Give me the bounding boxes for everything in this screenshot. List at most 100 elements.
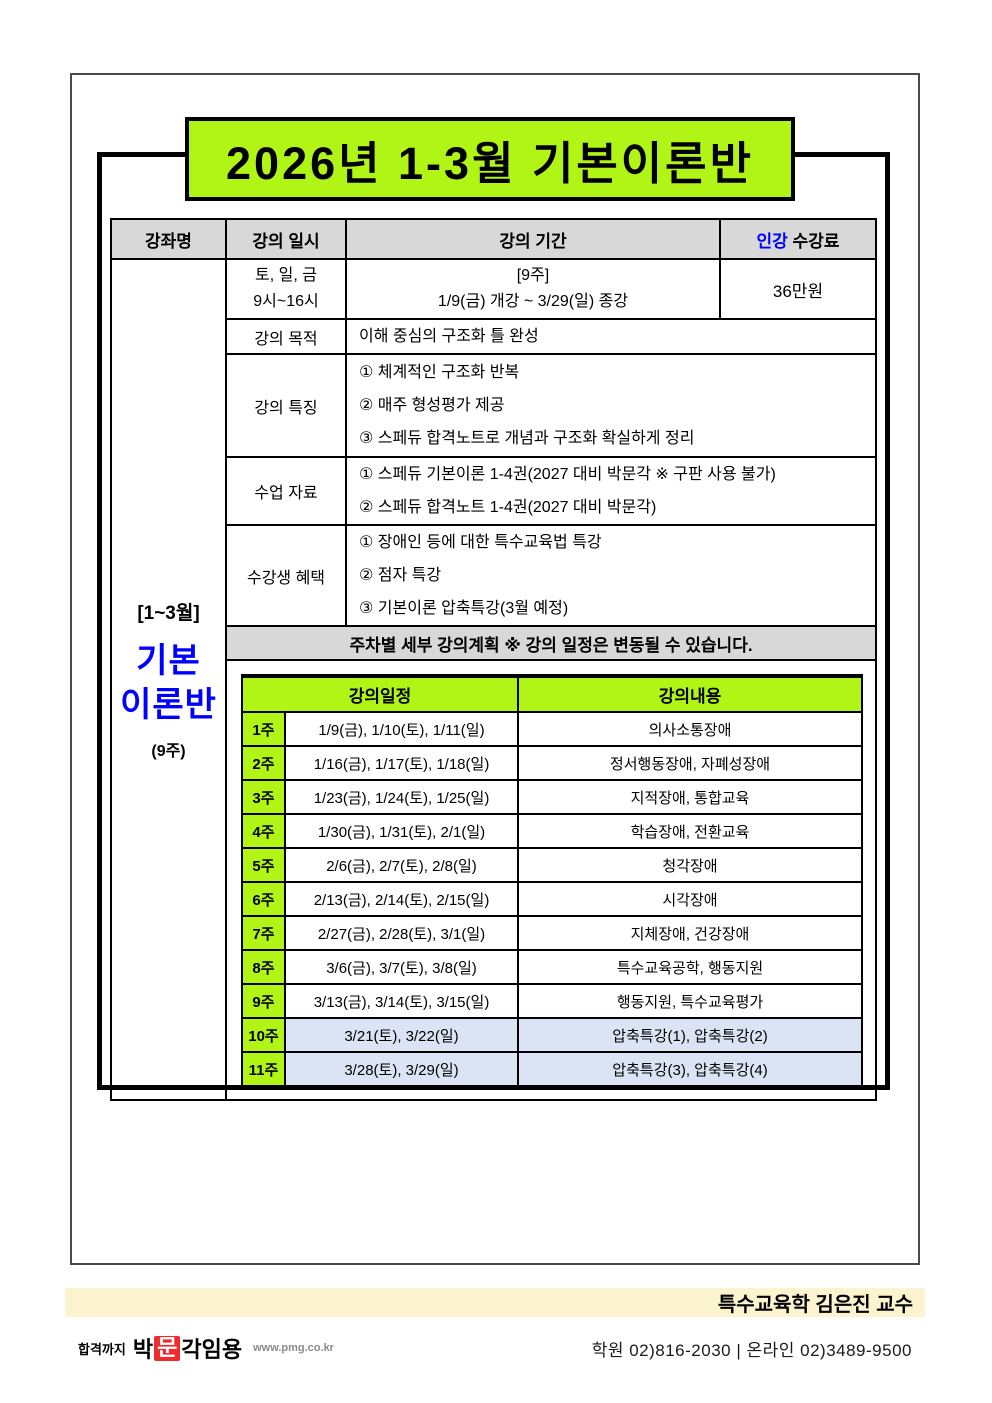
session-days-cell: 토, 일, 금 9시~16시	[225, 258, 347, 320]
features-label: 강의 특징	[225, 353, 347, 458]
week-content: 압축특강(1), 압축특강(2)	[517, 1017, 863, 1053]
features-line-2: ② 매주 형성평가 제공	[359, 397, 505, 414]
week-number: 1주	[241, 711, 286, 747]
goal-label: 강의 목적	[225, 318, 347, 355]
week-dates: 1/16(금), 1/17(토), 1/18(일)	[284, 745, 519, 781]
benefits-line-2: ② 점자 특강	[359, 567, 442, 584]
weekly-row-6: 6주 2/13(금), 2/14(토), 2/15(일) 시각장애	[241, 881, 863, 917]
week-dates: 3/13(금), 3/14(토), 3/15(일)	[284, 983, 519, 1019]
features-line-3: ③ 스페듀 합격노트로 개념과 구조화 확실하게 정리	[359, 430, 695, 447]
content-box: 강좌명 강의 일시 강의 기간 인강 수강료 [1~3월] 기본 이론반 (9주…	[97, 152, 890, 1101]
course-name-line2: 이론반	[120, 686, 217, 724]
week-dates: 3/6(금), 3/7(토), 3/8(일)	[284, 949, 519, 985]
weekly-header-schedule: 강의일정	[241, 674, 519, 713]
page-title: 2026년 1-3월 기본이론반	[226, 137, 754, 189]
week-content: 청각장애	[517, 847, 863, 883]
week-dates: 1/23(금), 1/24(토), 1/25(일)	[284, 779, 519, 815]
title-banner: 2026년 1-3월 기본이론반	[185, 117, 795, 201]
course-name-cell: [1~3월] 기본 이론반 (9주)	[110, 258, 227, 1101]
header-duration: 강의 기간	[345, 218, 721, 260]
week-content: 시각장애	[517, 881, 863, 917]
week-number: 11주	[241, 1051, 286, 1087]
header-fee: 인강 수강료	[719, 218, 877, 260]
weekly-row-2: 2주 1/16(금), 1/17(토), 1/18(일) 정서행동장애, 자폐성…	[241, 745, 863, 781]
logo-prefix-text: 합격까지	[78, 1341, 126, 1357]
weekly-row-1: 1주 1/9(금), 1/10(토), 1/11(일) 의사소통장애	[241, 711, 863, 747]
week-number: 9주	[241, 983, 286, 1019]
goal-row: 강의 목적 이해 중심의 구조화 틀 완성	[111, 318, 877, 355]
weekly-row-9: 9주 3/13(금), 3/14(토), 3/15(일) 행동지원, 특수교육평…	[241, 983, 863, 1019]
week-number: 6주	[241, 881, 286, 917]
week-dates: 2/13(금), 2/14(토), 2/15(일)	[284, 881, 519, 917]
weekly-table-wrap: 강의일정 강의내용 1주 1/9(금), 1/10(토), 1/11(일) 의사…	[225, 659, 877, 1101]
notice-row: 주차별 세부 강의계획 ※ 강의 일정은 변동될 수 있습니다.	[111, 625, 877, 661]
benefits-row: 수강생 혜택 ① 장애인 등에 대한 특수교육법 특강 ② 점자 특강 ③ 기본…	[111, 524, 877, 627]
week-content: 특수교육공학, 행동지원	[517, 949, 863, 985]
week-dates: 3/21(토), 3/22(일)	[284, 1017, 519, 1053]
footer-contact-numbers: 학원 02)816-2030 | 온라인 02)3489-9500	[591, 1341, 912, 1360]
week-dates: 1/30(금), 1/31(토), 2/1(일)	[284, 813, 519, 849]
materials-content: ① 스페듀 기본이론 1-4권(2027 대비 박문각 ※ 구판 사용 불가) …	[345, 456, 877, 526]
weekly-schedule-table: 강의일정 강의내용 1주 1/9(금), 1/10(토), 1/11(일) 의사…	[241, 674, 863, 1087]
page-border	[70, 73, 920, 1265]
benefits-label: 수강생 혜택	[225, 524, 347, 627]
week-content: 정서행동장애, 자폐성장애	[517, 745, 863, 781]
materials-line-1: ① 스페듀 기본이론 1-4권(2027 대비 박문각 ※ 구판 사용 불가)	[359, 466, 776, 483]
header-fee-rest: 수강료	[787, 231, 840, 251]
logo-suffix: 임용	[201, 1337, 243, 1362]
session-duration-weeks: [9주]	[516, 267, 550, 284]
weekly-row-4: 4주 1/30(금), 1/31(토), 2/1(일) 학습장애, 전환교육	[241, 813, 863, 849]
session-row: [1~3월] 기본 이론반 (9주) 토, 일, 금 9시~16시 [9주] 1…	[110, 258, 877, 1101]
header-fee-accent: 인강	[756, 231, 788, 251]
weekly-row-11: 11주 3/28(토), 3/29(일) 압축특강(3), 압축특강(4)	[241, 1051, 863, 1087]
benefits-line-3: ③ 기본이론 압축특강(3월 예정)	[359, 600, 569, 617]
week-content: 지체장애, 건강장애	[517, 915, 863, 951]
header-course-name: 강좌명	[110, 218, 227, 260]
session-days: 토, 일, 금	[255, 267, 317, 284]
week-content: 학습장애, 전환교육	[517, 813, 863, 849]
course-info-table: 강좌명 강의 일시 강의 기간 인강 수강료 [1~3월] 기본 이론반 (9주…	[110, 218, 877, 1101]
goal-content: 이해 중심의 구조화 틀 완성	[345, 318, 877, 355]
header-schedule: 강의 일시	[225, 218, 347, 260]
week-number: 7주	[241, 915, 286, 951]
week-number: 3주	[241, 779, 286, 815]
materials-row: 수업 자료 ① 스페듀 기본이론 1-4권(2027 대비 박문각 ※ 구판 사…	[111, 456, 877, 526]
session-hours: 9시~16시	[253, 293, 319, 310]
goal-line-1: 이해 중심의 구조화 틀 완성	[359, 328, 539, 345]
logo-char-park: 박	[132, 1337, 154, 1362]
week-dates: 3/28(토), 3/29(일)	[284, 1051, 519, 1087]
weekly-header-row: 강의일정 강의내용	[241, 674, 863, 713]
session-duration-cell: [9주] 1/9(금) 개강 ~ 3/29(일) 종강	[345, 258, 721, 320]
week-content: 압축특강(3), 압축특강(4)	[517, 1051, 863, 1087]
benefits-content: ① 장애인 등에 대한 특수교육법 특강 ② 점자 특강 ③ 기본이론 압축특강…	[345, 524, 877, 627]
week-number: 5주	[241, 847, 286, 883]
logo-char-gak: 각	[181, 1337, 202, 1362]
weekly-row-7: 7주 2/27(금), 2/28(토), 3/1(일) 지체장애, 건강장애	[241, 915, 863, 951]
week-dates: 1/9(금), 1/10(토), 1/11(일)	[284, 711, 519, 747]
week-dates: 2/6(금), 2/7(토), 2/8(일)	[284, 847, 519, 883]
weekly-table-row: 강의일정 강의내용 1주 1/9(금), 1/10(토), 1/11(일) 의사…	[111, 659, 877, 1101]
week-number: 4주	[241, 813, 286, 849]
weekly-row-10: 10주 3/21(토), 3/22(일) 압축특강(1), 압축특강(2)	[241, 1017, 863, 1053]
features-content: ① 체계적인 구조화 반복 ② 매주 형성평가 제공 ③ 스페듀 합격노트로 개…	[345, 353, 877, 458]
logo-website-url: www.pmg.co.kr	[253, 1342, 334, 1354]
course-period-label: [1~3월]	[137, 603, 200, 624]
course-table-header-row: 강좌명 강의 일시 강의 기간 인강 수강료	[110, 218, 877, 260]
week-number: 10주	[241, 1017, 286, 1053]
fee-cell: 36만원	[719, 258, 877, 320]
week-dates: 2/27(금), 2/28(토), 3/1(일)	[284, 915, 519, 951]
materials-line-2: ② 스페듀 합격노트 1-4권(2027 대비 박문각)	[359, 499, 657, 516]
features-row: 강의 특징 ① 체계적인 구조화 반복 ② 매주 형성평가 제공 ③ 스페듀 합…	[111, 353, 877, 458]
notice-text: 주차별 세부 강의계획 ※ 강의 일정은 변동될 수 있습니다.	[225, 625, 877, 661]
course-name-line1: 기본	[136, 642, 201, 680]
session-duration-dates: 1/9(금) 개강 ~ 3/29(일) 종강	[437, 293, 629, 310]
course-weeks-label: (9주)	[151, 743, 186, 760]
benefits-line-1: ① 장애인 등에 대한 특수교육법 특강	[359, 534, 602, 551]
weekly-header-content: 강의내용	[517, 674, 863, 713]
professor-name: 특수교육학 김은진 교수	[717, 1294, 913, 1316]
week-content: 행동지원, 특수교육평가	[517, 983, 863, 1019]
week-number: 8주	[241, 949, 286, 985]
